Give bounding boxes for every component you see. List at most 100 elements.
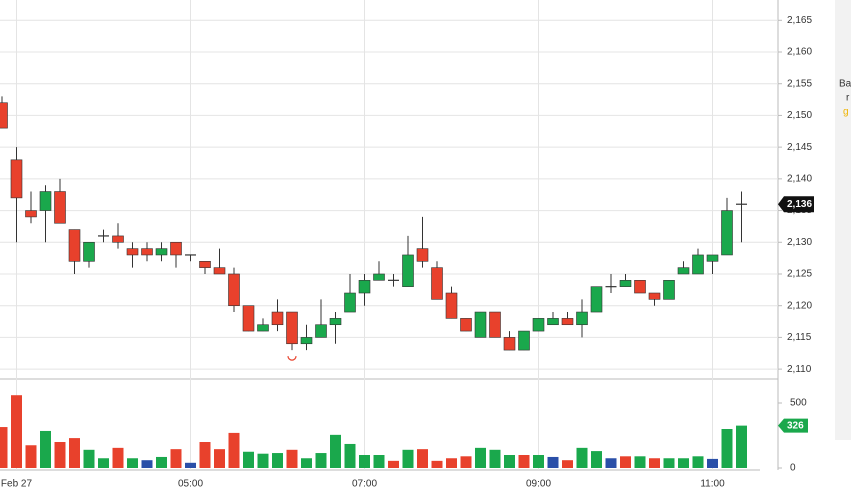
- volume-bar: [634, 456, 646, 468]
- candle-body: [663, 280, 675, 300]
- volume-bar: [562, 460, 573, 468]
- price-tag: [778, 196, 814, 213]
- volume-bar: [518, 455, 530, 468]
- candle-body: [706, 254, 719, 262]
- side-panel: [835, 0, 851, 440]
- y-tick-label: 2,155: [787, 78, 812, 89]
- candle-body: [721, 210, 733, 256]
- candle-body: [329, 318, 342, 326]
- candle-body: [83, 241, 95, 262]
- candle-body: [170, 241, 182, 256]
- volume-bar: [170, 449, 182, 468]
- candle-body: [10, 159, 23, 199]
- candle-body: [431, 267, 443, 300]
- volume-bar: [431, 460, 443, 468]
- candle-body: [112, 235, 124, 243]
- candle-body: [445, 292, 458, 319]
- candle-body: [402, 254, 414, 287]
- x-tick-label: 09:00: [526, 479, 551, 490]
- candle-body: [692, 254, 704, 275]
- price-tag-label: 2,136: [787, 199, 812, 210]
- candle-body: [68, 229, 81, 262]
- y-tick-label: 2,160: [787, 47, 812, 58]
- volume-tag: [778, 418, 808, 433]
- volume-bar: [315, 453, 327, 468]
- candle-body: [532, 318, 545, 332]
- y-tick-label: 2,115: [787, 332, 812, 343]
- y-tick-label: 2,145: [787, 142, 812, 153]
- volume-bar: [663, 458, 675, 468]
- candle-body: [619, 280, 632, 287]
- candle-body: [503, 337, 516, 351]
- volume-bar: [460, 456, 472, 468]
- volume-bar: [489, 449, 501, 468]
- volume-bar: [199, 442, 211, 468]
- side-text: g: [843, 107, 849, 118]
- volume-bar: [475, 447, 486, 468]
- volume-bar: [25, 445, 37, 468]
- volume-bar: [533, 455, 544, 468]
- volume-bar: [141, 460, 153, 468]
- candle-body: [315, 324, 327, 338]
- volume-bar: [185, 462, 196, 468]
- x-tick-label: 07:00: [352, 479, 377, 490]
- volume-bar: [257, 453, 269, 468]
- side-text: Ba: [839, 79, 851, 90]
- volume-bar: [156, 456, 167, 468]
- y-tick-label: 2,140: [787, 173, 812, 184]
- candle-body: [242, 305, 255, 332]
- volume-bar: [11, 395, 22, 468]
- candle-body: [271, 311, 284, 326]
- volume-bar: [83, 449, 95, 468]
- candle-body: [300, 337, 313, 345]
- candle-body: [358, 280, 371, 294]
- candle-body: [54, 191, 66, 224]
- y-tick-label: 0: [790, 463, 796, 474]
- volume-bar: [214, 449, 225, 468]
- volume-bar: [547, 456, 559, 468]
- x-tick-label: Feb 27: [1, 479, 33, 490]
- volume-bar: [402, 449, 414, 468]
- volume-bar: [228, 432, 240, 468]
- volume-bar: [272, 453, 283, 468]
- candle-body: [257, 324, 269, 332]
- candle-body: [561, 318, 574, 326]
- y-tick-label: 2,120: [787, 300, 812, 311]
- volume-bar: [0, 427, 8, 468]
- volume-bar: [736, 425, 747, 468]
- candle-body: [141, 248, 153, 256]
- candle-body: [286, 311, 298, 345]
- volume-bar: [417, 449, 428, 468]
- x-tick-label: 05:00: [178, 479, 203, 490]
- volume-bar: [576, 447, 588, 468]
- volume-bar: [69, 438, 80, 468]
- candle-body: [416, 248, 429, 262]
- volume-bar: [344, 443, 356, 468]
- candle-body: [677, 267, 690, 275]
- candle-body: [126, 248, 139, 256]
- candle-body: [213, 267, 226, 275]
- volume-bar: [54, 442, 66, 468]
- candle-body: [518, 330, 530, 351]
- volume-bar: [692, 456, 704, 468]
- candle-body: [590, 286, 603, 313]
- volume-bar: [112, 447, 124, 468]
- volume-bar: [388, 460, 399, 468]
- candle-body: [199, 261, 211, 268]
- side-text: r: [846, 93, 850, 104]
- candle-body: [373, 273, 385, 281]
- volume-bar: [591, 451, 602, 468]
- candle-body: [648, 292, 661, 300]
- low-marker: [287, 355, 297, 361]
- y-tick-label: 2,150: [787, 110, 812, 121]
- candle-body: [39, 191, 52, 211]
- candle-body: [489, 311, 501, 338]
- candle-body: [25, 210, 37, 218]
- volume-bar: [707, 458, 718, 468]
- volume-bar: [40, 430, 51, 468]
- y-tick-label: 2,110: [787, 364, 812, 375]
- volume-bar: [243, 451, 254, 468]
- candle-body: [0, 102, 8, 129]
